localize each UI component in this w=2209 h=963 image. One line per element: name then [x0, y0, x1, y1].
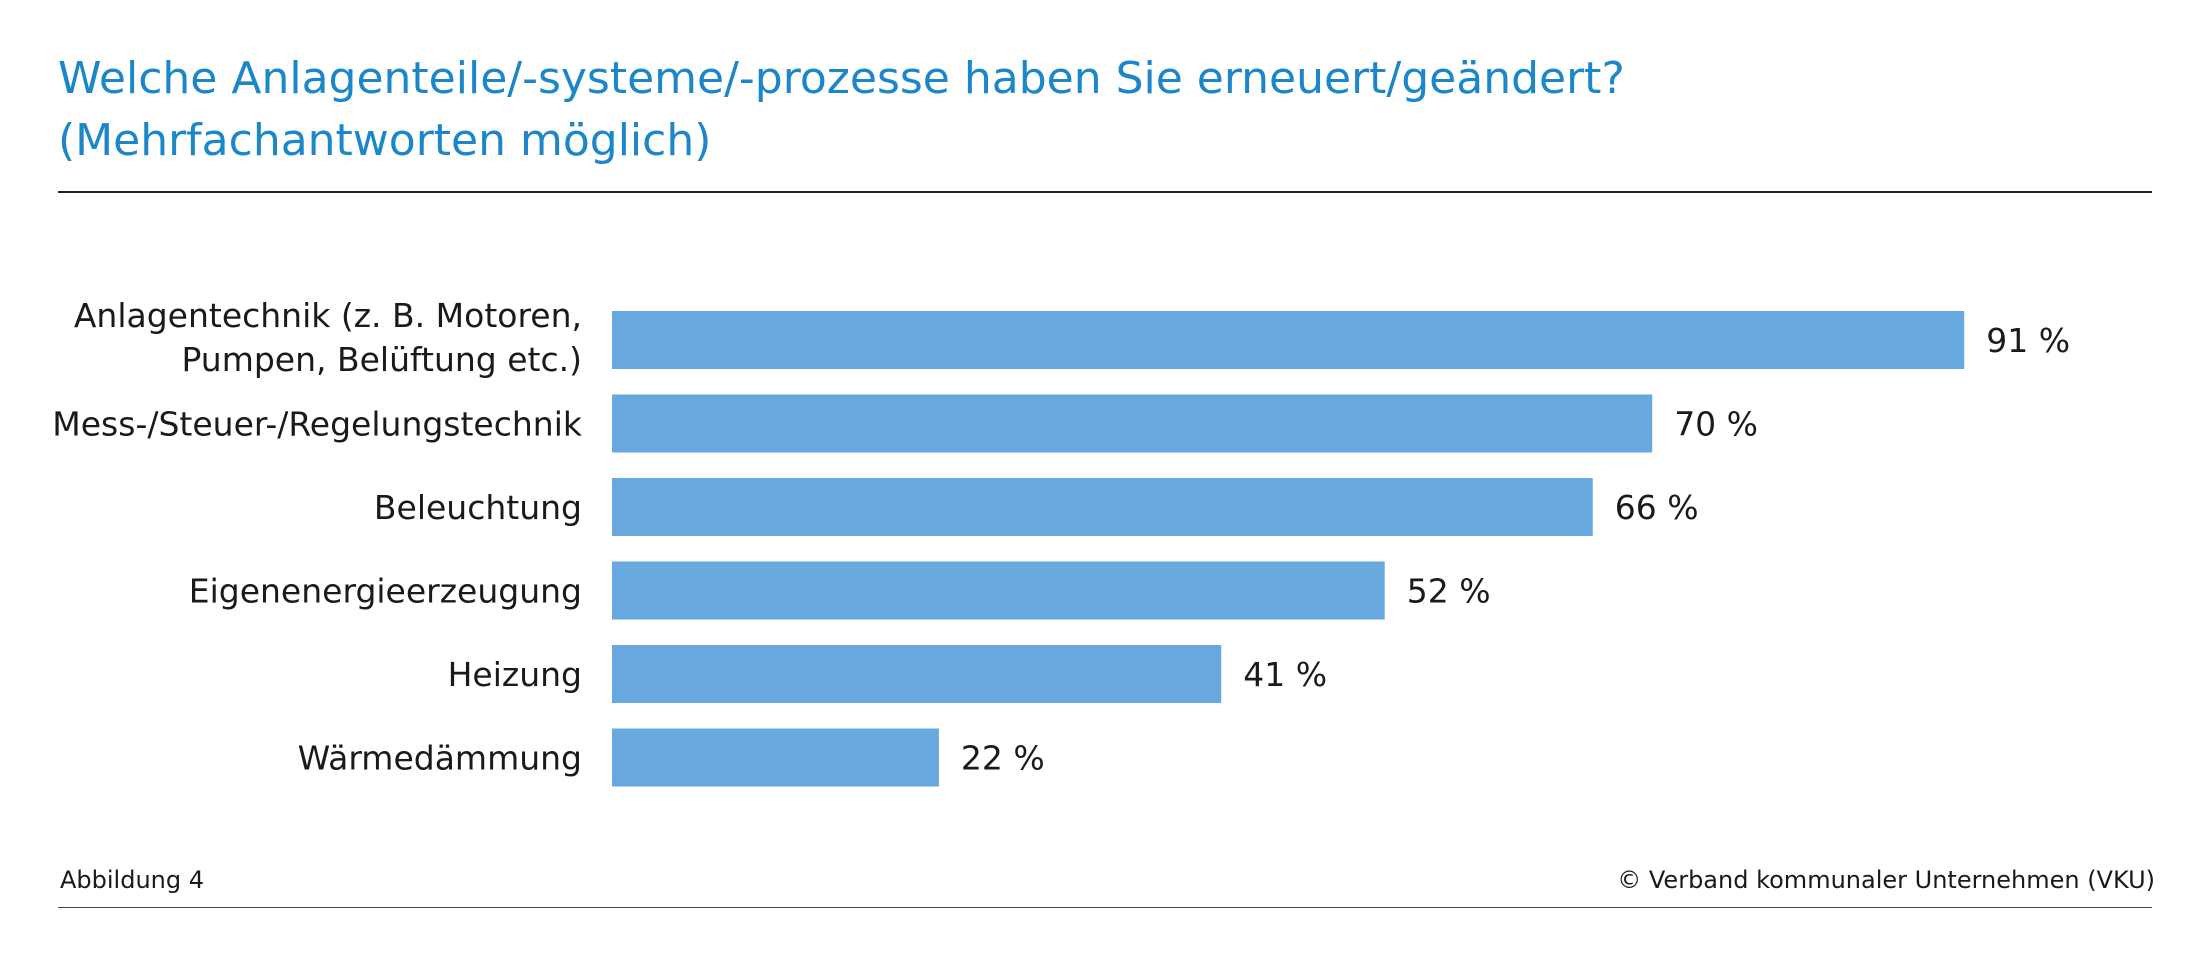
bar-2 [612, 478, 1593, 536]
value-label-1: 70 % [1674, 405, 1758, 444]
bar-1 [612, 394, 1653, 453]
category-label-5: Wärmedämmung [298, 739, 582, 778]
bar-4 [612, 645, 1222, 703]
chart-title-line-1: Welche Anlagenteile/-systeme/-prozesse h… [58, 53, 1625, 104]
value-label-5: 22 % [961, 739, 1045, 778]
chart-title: Welche Anlagenteile/-systeme/-prozesse h… [58, 48, 2138, 172]
chart-title-line-2: (Mehrfachantworten möglich) [58, 115, 712, 166]
bottom-divider [58, 907, 2152, 908]
top-divider [58, 191, 2152, 193]
copyright-notice: © Verband kommunaler Unternehmen (VKU) [1617, 866, 2155, 894]
category-label-0-line-0: Anlagentechnik (z. B. Motoren, [74, 296, 582, 335]
value-label-2: 66 % [1615, 488, 1699, 527]
bar-3 [612, 561, 1385, 620]
value-label-3: 52 % [1407, 572, 1491, 611]
category-label-3: Eigenenergieerzeugung [189, 572, 582, 611]
category-label-0-line-1: Pumpen, Belüftung etc.) [181, 340, 582, 379]
category-label-1: Mess-/Steuer-/Regelungstechnik [52, 405, 583, 444]
value-label-4: 41 % [1243, 655, 1327, 694]
bar-chart: 91 % Anlagentechnik (z. B. Motoren, Pumpen… [52, 296, 2070, 787]
value-label-0: 91 % [1986, 321, 2070, 360]
bar-5 [612, 728, 939, 787]
category-label-2: Beleuchtung [374, 488, 582, 527]
bar-0 [612, 311, 1965, 369]
figure-label: Abbildung 4 [60, 866, 205, 894]
category-label-4: Heizung [448, 655, 582, 694]
